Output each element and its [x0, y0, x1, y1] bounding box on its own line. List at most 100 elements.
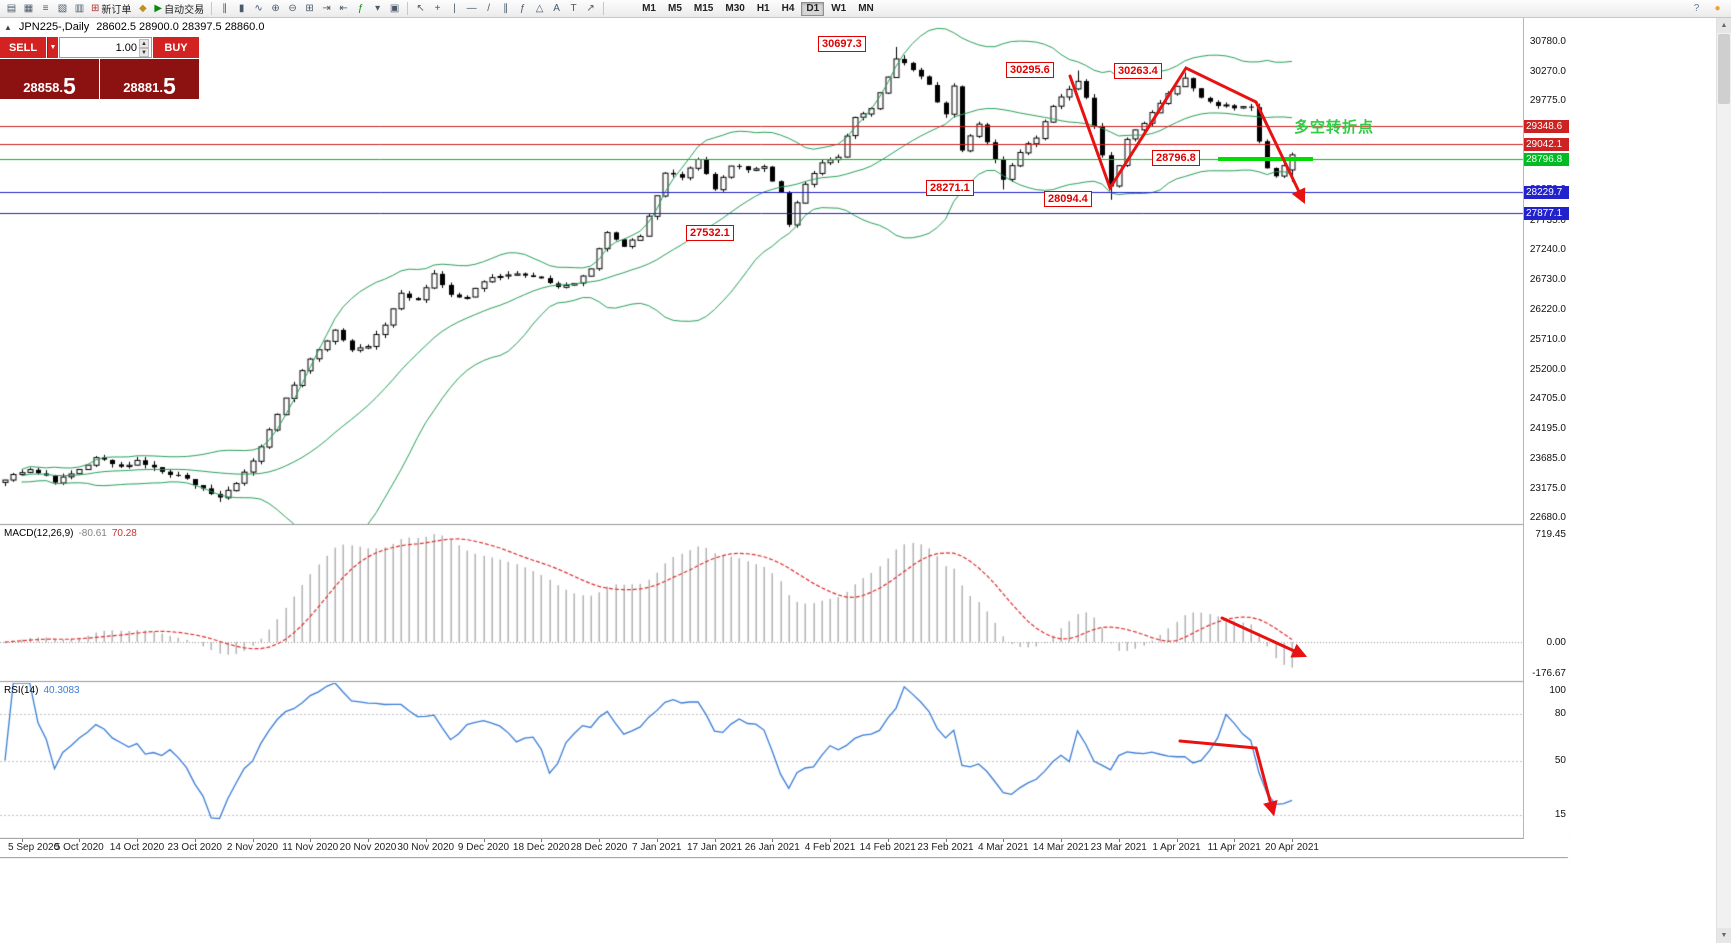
price-tick: 27240.0 [1529, 244, 1566, 255]
vertical-scrollbar[interactable]: ▲ ▼ [1716, 18, 1731, 943]
tf-m30-button[interactable]: M30 [720, 2, 749, 16]
profiles-button[interactable]: ▦ [20, 1, 37, 16]
chevron-down-icon: ▼ [49, 44, 57, 51]
indicators-icon: ƒ [357, 2, 364, 14]
price-annotation-box[interactable]: 28796.8 [1152, 150, 1200, 166]
tile-windows-button[interactable]: ⊞ [301, 1, 318, 16]
rsi-scale-15: 15 [1554, 808, 1566, 820]
tf-mn-button[interactable]: MN [853, 2, 879, 16]
tf-m5-button[interactable]: M5 [663, 2, 687, 16]
volume-value: 1.00 [115, 41, 137, 54]
auto-trading-button[interactable]: ▶ 自动交易 [151, 1, 207, 16]
auto-scroll-button[interactable]: ⇥ [318, 1, 335, 16]
chart-shift-button[interactable]: ⇤ [335, 1, 352, 16]
rsi-value: 40.3083 [43, 685, 80, 696]
sell-price-frac: 5 [62, 72, 76, 99]
time-tick-mark [1119, 839, 1120, 842]
order-type-dropdown[interactable]: ▼ [47, 37, 58, 58]
time-tick-mark [1003, 839, 1004, 842]
candlestick-chart-button[interactable]: ▮ [233, 1, 250, 16]
bar-chart-button[interactable]: ∥ [216, 1, 233, 16]
sell-button[interactable]: SELL [0, 37, 46, 58]
arrows-button[interactable]: ↗ [582, 1, 599, 16]
mql5-community-button[interactable]: ● [1709, 1, 1726, 16]
scrollbar-thumb[interactable] [1718, 34, 1730, 104]
text-label-button[interactable]: T [565, 1, 582, 16]
price-annotation-box[interactable]: 30295.6 [1006, 62, 1054, 78]
periods-dropdown-button[interactable]: ▾ [369, 1, 386, 16]
tf-w1-button[interactable]: W1 [826, 2, 851, 16]
tf-m1-label: M1 [642, 3, 656, 14]
one-click-collapse-toggle[interactable]: ▲ [4, 22, 12, 32]
shapes-button[interactable]: △ [531, 1, 548, 16]
metaeditor-button[interactable]: ◆ [134, 1, 151, 16]
text-icon: A [553, 2, 560, 14]
equidistant-channel-button[interactable]: ∥ [497, 1, 514, 16]
volume-down-button[interactable]: ▼ [139, 47, 149, 57]
auto-trading-label: 自动交易 [164, 5, 205, 16]
buy-button[interactable]: BUY [153, 37, 199, 58]
time-tick-mark [1177, 839, 1178, 842]
price-annotation-box[interactable]: 30263.4 [1114, 63, 1162, 79]
trend-turning-point-label: 多空转折点 [1294, 119, 1375, 136]
volume-up-button[interactable]: ▲ [139, 38, 149, 48]
crosshair-button[interactable]: + [429, 1, 446, 16]
buy-price-button[interactable]: 28881. 5 [100, 59, 199, 99]
navigator-icon: ▧ [57, 2, 68, 14]
price-annotation-box[interactable]: 27532.1 [686, 225, 734, 241]
tf-m1-button[interactable]: M1 [637, 2, 661, 16]
text-label-icon: T [570, 2, 577, 14]
indicators-button[interactable]: ƒ [352, 1, 369, 16]
time-tick-label: 11 Nov 2020 [282, 842, 339, 853]
time-tick-mark [1292, 839, 1293, 842]
price-axis[interactable]: 30780.030270.029775.029285.028775.028270… [1523, 18, 1569, 857]
rsi-name: RSI(14) [4, 685, 39, 696]
horizontal-line-button[interactable]: — [463, 1, 480, 16]
new-order-button[interactable]: ⊞ 新订单 [88, 1, 134, 16]
line-chart-button[interactable]: ∿ [250, 1, 267, 16]
scroll-up-button[interactable]: ▲ [1717, 18, 1731, 33]
navigator-button[interactable]: ▧ [54, 1, 71, 16]
buy-label: BUY [164, 41, 188, 54]
fibonacci-button[interactable]: ƒ [514, 1, 531, 16]
tf-h4-button[interactable]: H4 [777, 2, 800, 16]
volume-input[interactable]: 1.00 ▲ ▼ [59, 37, 152, 58]
market-watch-button[interactable]: ≡ [37, 1, 54, 16]
price-tick: 30270.0 [1529, 66, 1566, 78]
text-button[interactable]: A [548, 1, 565, 16]
price-tick: 25710.0 [1529, 333, 1566, 345]
tf-d1-button[interactable]: D1 [801, 1, 825, 16]
time-tick-mark [484, 839, 485, 842]
price-annotation-box[interactable]: 30697.3 [818, 36, 866, 52]
scroll-down-button[interactable]: ▼ [1717, 928, 1731, 943]
line-chart-icon: ∿ [254, 2, 263, 14]
new-chart-icon: ▤ [6, 2, 17, 14]
sell-price-button[interactable]: 28858. 5 [0, 59, 99, 99]
zoom-in-icon: ⊕ [271, 2, 280, 14]
market-watch-icon: ≡ [42, 2, 49, 14]
zoom-out-button[interactable]: ⊖ [284, 1, 301, 16]
buy-price-base: 28881 [123, 79, 160, 95]
templates-button[interactable]: ▣ [386, 1, 403, 16]
cursor-button[interactable]: ↖ [412, 1, 429, 16]
price-tick: 29775.0 [1529, 95, 1566, 107]
terminal-button[interactable]: ▥ [71, 1, 88, 16]
trendline-button[interactable]: / [480, 1, 497, 16]
help-button[interactable]: ? [1688, 1, 1705, 16]
buy-price-dot: . [159, 79, 163, 95]
tf-h1-button[interactable]: H1 [752, 2, 775, 16]
tf-m5-label: M5 [668, 3, 682, 14]
new-chart-button[interactable]: ▤ [3, 1, 20, 16]
time-axis[interactable]: 5 Sep 2020 5 Oct 2020 14 Oct 2020 23 Oct 20… [0, 839, 1568, 857]
tf-m15-button[interactable]: M15 [689, 2, 718, 16]
rsi-scale-50: 50 [1554, 754, 1566, 766]
price-annotation-box[interactable]: 28094.4 [1044, 191, 1092, 207]
time-tick-mark [310, 839, 311, 842]
vertical-line-button[interactable]: | [446, 1, 463, 16]
time-tick-label: 26 Jan 2021 [744, 842, 800, 853]
zoom-in-button[interactable]: ⊕ [267, 1, 284, 16]
price-annotation-box[interactable]: 28271.1 [926, 180, 974, 196]
time-tick-label: 17 Jan 2021 [686, 842, 743, 853]
